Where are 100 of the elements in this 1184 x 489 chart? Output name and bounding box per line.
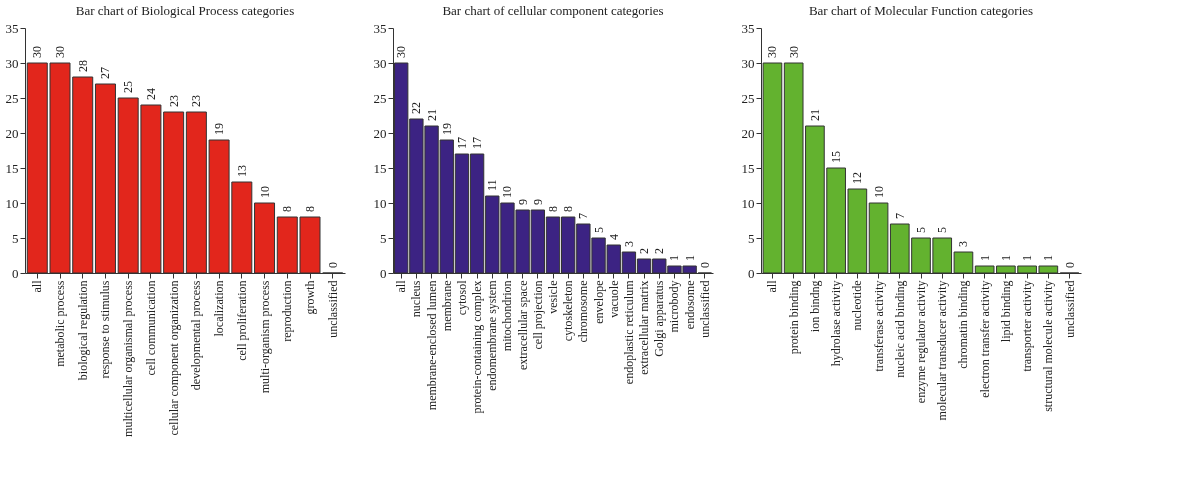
- x-tick-label: growth: [303, 280, 317, 315]
- x-tick-label: endosome: [682, 280, 697, 330]
- x-tick-label: electron transfer activity: [977, 280, 992, 398]
- data-label: 23: [166, 95, 181, 107]
- x-tick-label: nucleus: [409, 280, 424, 318]
- y-tick-label: 35: [5, 20, 19, 36]
- y-tick-label: 5: [12, 230, 19, 246]
- data-label: 7: [892, 213, 907, 219]
- data-label: 9: [530, 199, 545, 205]
- y-tick-label: 25: [373, 90, 387, 106]
- x-tick-label: extracellular matrix: [637, 280, 652, 375]
- data-label: 30: [765, 46, 780, 58]
- data-label: 8: [280, 206, 295, 212]
- x-tick-label: unclassified: [1062, 280, 1077, 338]
- data-label: 15: [829, 151, 844, 163]
- x-tick-label: multicellular organismal process: [121, 280, 136, 437]
- data-label: 28: [75, 60, 90, 72]
- data-label: 5: [935, 227, 950, 233]
- data-label: 1: [1041, 255, 1056, 261]
- x-tick-label: transferase activity: [871, 280, 886, 372]
- y-tick-label: 20: [5, 125, 19, 141]
- data-label: 2: [652, 248, 667, 254]
- x-tick-label: vesicle: [546, 280, 560, 314]
- data-label: 24: [143, 88, 158, 100]
- data-label: 7: [576, 213, 591, 219]
- data-label: 5: [591, 227, 606, 233]
- x-tick-label: membrane: [439, 280, 454, 332]
- data-label: 21: [424, 109, 439, 121]
- data-label: 30: [53, 46, 67, 58]
- y-tick-label: 25: [741, 90, 755, 106]
- y-tick-label: 10: [5, 195, 19, 211]
- data-label: 22: [409, 102, 424, 114]
- x-tick-label: unclassified: [697, 280, 712, 338]
- x-tick-label: vacuole: [606, 280, 621, 318]
- x-tick-label: endomembrane system: [485, 279, 500, 391]
- y-tick-label: 0: [748, 265, 755, 281]
- chart-title: Bar chart of Biological Process categories: [75, 3, 295, 18]
- x-tick-label: response to stimulus: [98, 280, 113, 379]
- y-tick-label: 20: [373, 125, 387, 141]
- x-tick-label: localization: [212, 280, 227, 337]
- y-tick-label: 0: [380, 265, 387, 281]
- data-label: 0: [697, 262, 712, 268]
- x-tick-label: endoplastic reticulum: [621, 279, 636, 385]
- data-label: 13: [234, 165, 249, 177]
- x-tick-label: cellular component organization: [166, 280, 181, 436]
- data-label: 3: [956, 241, 971, 247]
- data-label: 1: [667, 255, 682, 261]
- x-tick-label: metabolic process: [53, 280, 67, 367]
- y-tick-label: 5: [748, 230, 755, 246]
- data-label: 5: [914, 227, 928, 233]
- data-label: 2: [637, 248, 652, 254]
- y-tick-label: 25: [5, 90, 19, 106]
- y-tick-label: 30: [741, 55, 755, 71]
- data-label: 23: [189, 95, 204, 107]
- x-tick-label: multi-organism process: [257, 280, 272, 394]
- data-label: 25: [121, 81, 136, 93]
- data-label: 1: [682, 255, 697, 261]
- x-tick-label: reproduction: [280, 280, 295, 342]
- x-tick-label: all: [765, 279, 780, 293]
- y-tick-label: 35: [373, 20, 387, 36]
- x-tick-label: nucleic acid binding: [892, 280, 907, 378]
- y-tick-label: 15: [741, 160, 755, 176]
- data-label: 10: [500, 186, 515, 198]
- x-tick-label: hydrolase activity: [829, 280, 844, 367]
- data-label: 10: [871, 186, 886, 198]
- x-tick-label: mitochondrion: [500, 280, 515, 352]
- x-tick-label: transporter activity: [1020, 280, 1035, 372]
- data-label: 9: [515, 199, 530, 205]
- y-tick-label: 0: [12, 265, 19, 281]
- y-tick-label: 10: [741, 195, 755, 211]
- data-label: 30: [786, 46, 801, 58]
- y-tick-label: 35: [741, 20, 755, 36]
- y-tick-label: 15: [373, 160, 387, 176]
- chart-title: Bar chart of Molecular Function categories: [808, 3, 1034, 18]
- y-tick-label: 15: [5, 160, 19, 176]
- data-label: 30: [30, 46, 45, 58]
- x-tick-label: all: [394, 279, 409, 293]
- data-label: 1: [1020, 255, 1035, 261]
- x-tick-label: cytoskeleton: [561, 280, 576, 342]
- data-label: 1: [977, 255, 992, 261]
- data-label: 11: [485, 179, 500, 191]
- data-label: 17: [470, 137, 485, 149]
- data-label: 8: [546, 206, 560, 212]
- x-tick-label: enzyme regulator activity: [914, 280, 928, 404]
- x-tick-label: unclassified: [325, 280, 340, 338]
- data-label: 3: [621, 241, 636, 247]
- x-tick-label: chromosome: [576, 280, 591, 343]
- x-tick-label: protein-containing complex: [470, 280, 485, 414]
- x-tick-label: membrane-enclosed lumen: [424, 280, 439, 411]
- x-tick-label: lipid binding: [998, 280, 1013, 343]
- y-tick-label: 30: [373, 55, 387, 71]
- data-label: 1: [998, 255, 1013, 261]
- x-tick-label: developmental process: [189, 280, 204, 391]
- data-label: 10: [257, 186, 272, 198]
- data-label: 0: [1062, 262, 1077, 268]
- x-tick-label: cell proliferation: [234, 280, 249, 361]
- x-tick-label: ion bindng: [807, 280, 822, 333]
- data-label: 12: [850, 172, 865, 184]
- data-label: 21: [807, 109, 822, 121]
- chart-title: Bar chart of cellular component categories: [442, 3, 664, 18]
